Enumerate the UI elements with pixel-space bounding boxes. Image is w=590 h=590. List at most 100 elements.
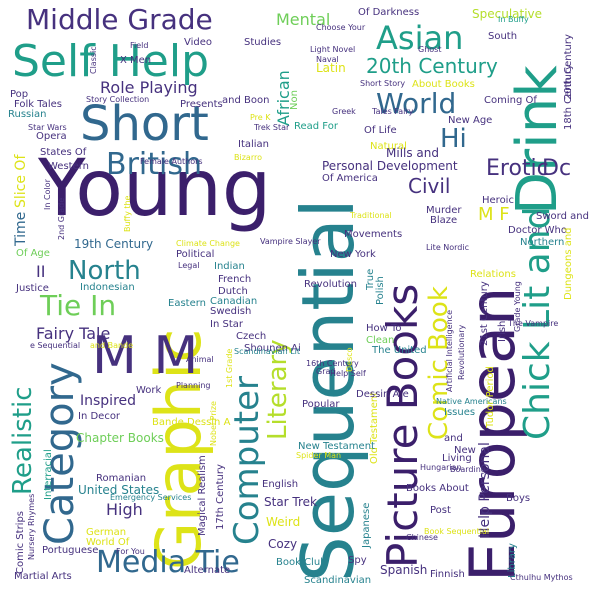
word: e Sequential xyxy=(30,341,81,350)
word: Polish xyxy=(375,276,386,305)
word: In Color xyxy=(43,179,52,210)
word: Trek Star xyxy=(254,123,290,132)
word: Planning xyxy=(176,381,211,390)
word: Latin xyxy=(316,61,346,75)
word: Climate Change xyxy=(176,239,240,248)
word: Realistic xyxy=(8,386,38,495)
word: Northern xyxy=(520,237,565,248)
word: British xyxy=(106,147,202,182)
word: 17th Century xyxy=(215,464,226,530)
word: Scandinavian Lit xyxy=(234,347,301,356)
word: Heroic xyxy=(482,195,514,206)
word: Living xyxy=(442,453,472,464)
word: Boarding xyxy=(450,465,486,474)
word: Traditional xyxy=(350,211,392,220)
word: South xyxy=(488,31,518,42)
word: Issues xyxy=(444,407,476,418)
word: Of Darkness xyxy=(358,7,420,18)
word: Read For xyxy=(294,121,338,132)
word: Magical Realism xyxy=(197,455,208,536)
word: 19th Century xyxy=(74,237,154,251)
word: In Star xyxy=(210,319,243,330)
word: Native Americans xyxy=(436,397,507,406)
word: Help Self xyxy=(330,369,366,378)
word: 2nd Grade xyxy=(57,197,66,240)
word: New Age xyxy=(448,115,493,126)
word: Cthulhu Mythos xyxy=(510,573,573,582)
word: Movements xyxy=(344,229,403,240)
word: Short xyxy=(80,96,209,152)
word: Nobel Prize xyxy=(209,401,218,446)
word: Indian xyxy=(214,261,245,272)
word: and Boon xyxy=(222,95,270,106)
word: Ghost xyxy=(418,45,442,54)
word: Computer xyxy=(227,375,267,545)
word: Classic xyxy=(89,46,98,74)
word: How To xyxy=(366,323,402,334)
word: Young xyxy=(38,144,272,234)
word: Spanish xyxy=(380,563,428,577)
word: Russian xyxy=(8,109,47,120)
word: For You xyxy=(116,547,145,556)
word: Pop xyxy=(10,89,29,100)
word: Video xyxy=(184,37,213,48)
word: Hungarian xyxy=(420,463,462,472)
word: Greek xyxy=(332,107,356,116)
word: Choose Your xyxy=(316,23,366,32)
word: Star Trek xyxy=(264,495,317,509)
word: Bizarro xyxy=(234,153,262,162)
word: 16th Century xyxy=(306,359,359,368)
word: Canadian xyxy=(210,296,258,307)
word: Weird xyxy=(266,515,301,529)
word: Studies xyxy=(244,37,282,48)
word: New xyxy=(454,445,476,456)
word: Dutch xyxy=(218,286,248,297)
word: The Vampire xyxy=(508,319,559,328)
word: Relations xyxy=(470,269,516,280)
word: and xyxy=(444,433,463,444)
word: Lite Nordic xyxy=(426,243,470,252)
word: Old Testament xyxy=(369,391,380,464)
word: Cozy xyxy=(268,537,298,551)
word: X Men xyxy=(120,55,152,66)
word: Comic Strips xyxy=(15,510,26,574)
word: Coming Of xyxy=(484,95,537,106)
word: New York xyxy=(330,249,376,260)
word: Artificial Intelligence xyxy=(445,310,454,392)
word: Role Playing xyxy=(100,78,198,97)
word: New Testament xyxy=(298,441,375,452)
word: Tudor Period xyxy=(485,366,496,428)
word: In Decor xyxy=(78,411,121,422)
word: States Of xyxy=(40,147,87,158)
word: Field xyxy=(130,41,149,50)
word: Western xyxy=(48,161,90,172)
word: Time xyxy=(13,211,29,246)
word: 21st Century xyxy=(479,281,490,346)
word: About Books xyxy=(412,79,475,90)
word: II xyxy=(36,262,46,281)
word: Finnish xyxy=(430,569,465,580)
word: Tie In xyxy=(40,289,117,322)
word: French xyxy=(218,274,252,285)
word: Tales Fairy xyxy=(372,107,414,116)
word: Grad xyxy=(316,367,336,376)
word: 1st Grade xyxy=(225,348,234,388)
word: Nursery Rhymes xyxy=(27,493,36,560)
word: Alternate xyxy=(184,565,231,576)
word: Buffy the xyxy=(123,195,132,232)
word: Slice Of xyxy=(13,154,29,208)
word: Legal xyxy=(178,261,200,270)
word: High xyxy=(106,500,143,519)
word: Short Story xyxy=(360,79,406,88)
word: Of Life xyxy=(364,125,397,136)
word: Story Collection xyxy=(86,95,150,104)
word: Justice xyxy=(16,283,49,294)
word: Book Sequential xyxy=(424,527,490,536)
word: Star Wars xyxy=(28,123,67,132)
word: Vampire Slayer xyxy=(260,237,321,246)
word: Doctor Who xyxy=(508,225,567,236)
word: Natural xyxy=(370,141,407,152)
word: Of America xyxy=(322,173,378,184)
word: Presents xyxy=(180,99,223,110)
